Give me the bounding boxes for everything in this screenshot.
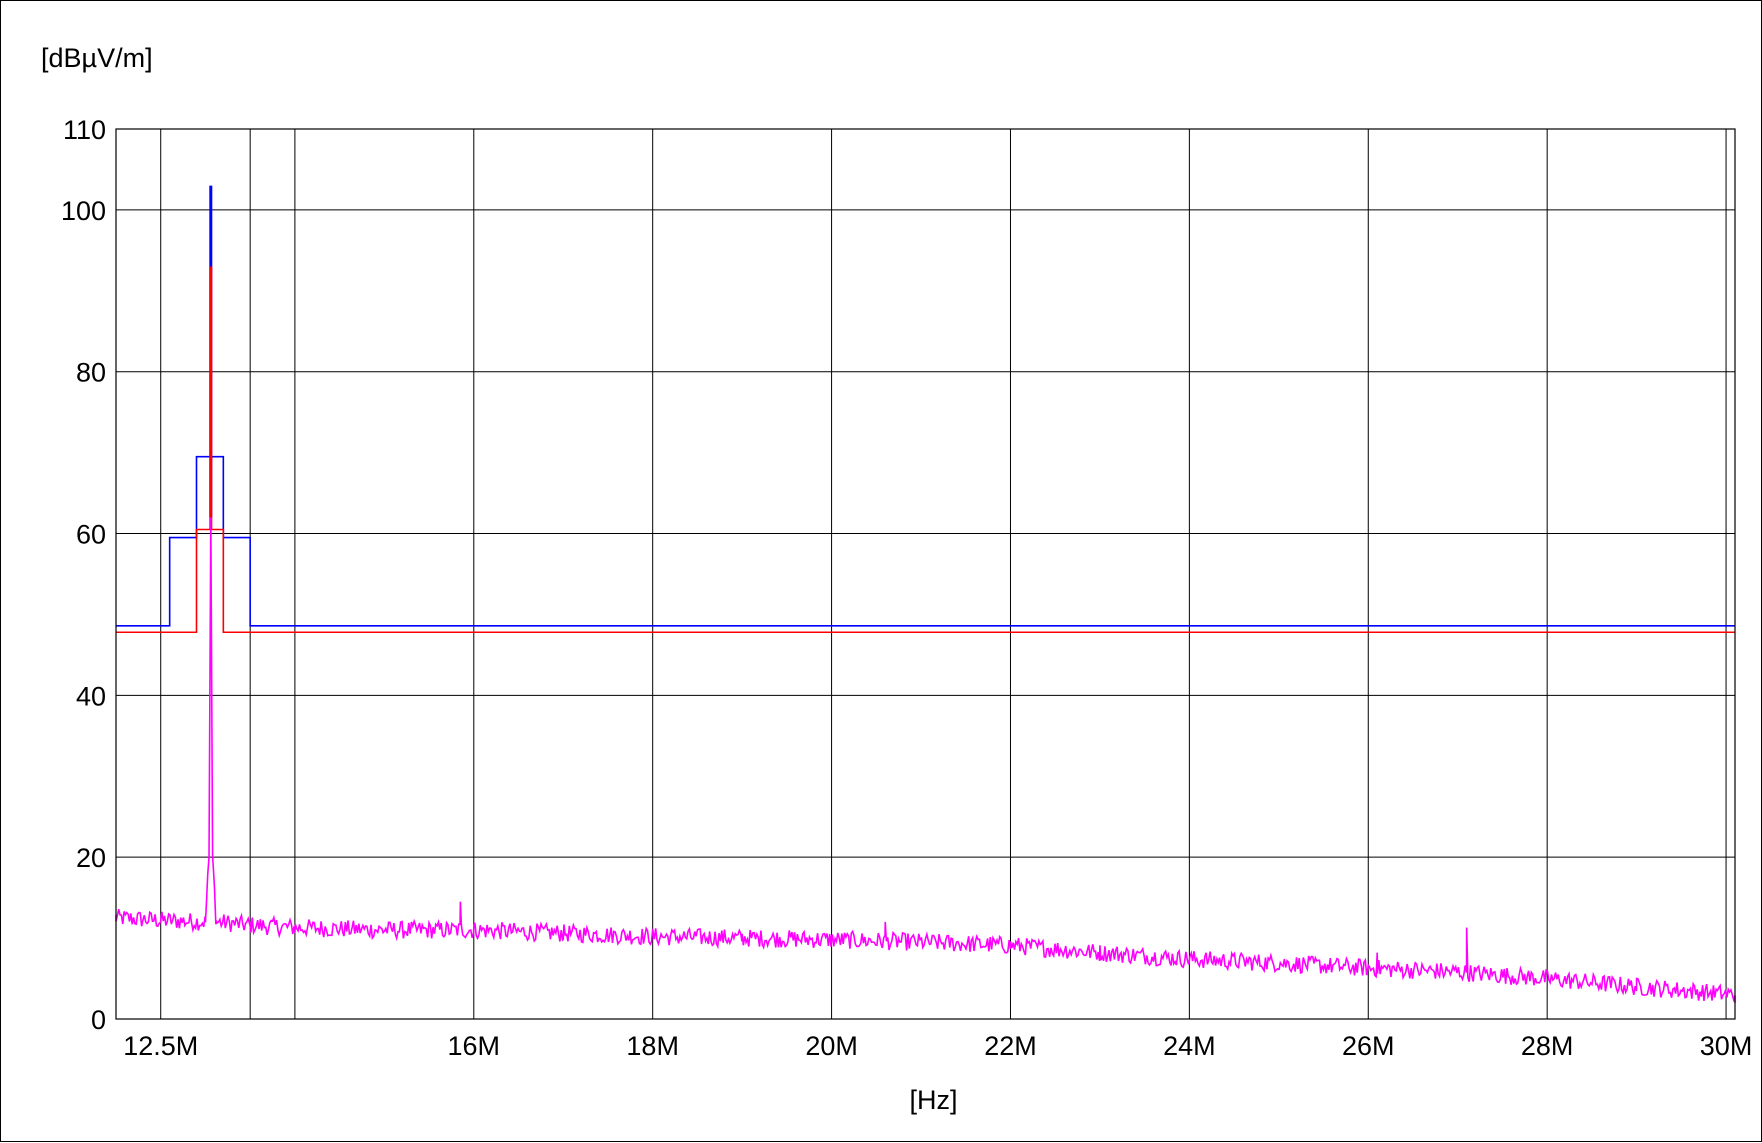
x-tick-label: 28M [1521,1031,1574,1061]
y-tick-label: 100 [61,196,106,226]
y-tick-label: 40 [76,681,106,711]
x-tick-label: 12.5M [123,1031,198,1061]
x-tick-label: 16M [448,1031,501,1061]
y-tick-labels: 0 20 40 60 80 100 110 [61,115,106,1035]
x-tick-label: 18M [626,1031,679,1061]
series-line-1 [116,455,1735,627]
y-axis-label: [dBµV/m] [41,43,153,73]
x-tick-label: 22M [984,1031,1037,1061]
x-tick-label: 20M [805,1031,858,1061]
series-line-2 [116,528,1735,634]
series-line-5 [115,517,1736,1004]
plot-area-border [115,128,1736,1020]
y-tick-label: 20 [76,843,106,873]
y-tick-label: 80 [76,358,106,388]
grid [116,128,1735,1020]
x-tick-label: 30M [1700,1031,1753,1061]
x-tick-label: 26M [1342,1031,1395,1061]
y-tick-label: 110 [63,115,106,145]
series-group [115,185,1736,1004]
x-axis-label: [Hz] [909,1085,957,1115]
x-tick-labels: 12.5M 16M 18M 20M 22M 24M 26M 28M 30M [123,1031,1752,1061]
y-tick-label: 60 [76,520,106,550]
y-tick-label: 0 [91,1005,106,1035]
x-tick-label: 24M [1163,1031,1216,1061]
